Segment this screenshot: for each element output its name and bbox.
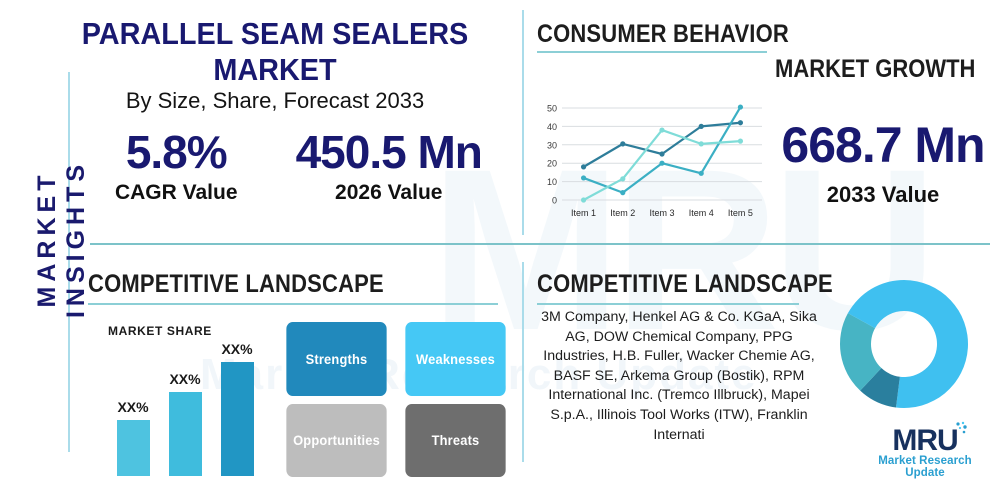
swot-box-weaknesses[interactable]: Weaknesses [405,322,506,396]
y-axis-tick-0: 0 [552,196,557,206]
data-point-s1-5 [737,120,744,126]
donut-chart-svg [840,280,968,408]
y-axis-tick-20: 20 [547,159,557,169]
kpi-2026: 450.5 Mn 2026 Value [283,125,496,205]
data-point-s2-3 [659,160,665,166]
data-point-s1-2 [620,141,626,147]
x-axis-tick-5: Item 5 [728,208,753,218]
data-point-s1-3 [659,151,665,157]
page-subtitle: By Size, Share, Forecast 2033 [125,88,425,113]
y-axis-tick-30: 30 [547,140,557,150]
section-underline-competitive-right [537,303,799,305]
section-underline-competitive-left [88,303,498,305]
divider-vertical-left [68,72,70,452]
y-axis-tick-50: 50 [547,104,557,114]
divider-vertical-center-lower [522,262,524,462]
swot-box-opportunities[interactable]: Opportunities [286,403,387,477]
market-share-bar-chart: XX% XX% XX% [100,336,270,476]
market-share-donut-chart [838,278,970,410]
data-point-s2-5 [737,104,744,110]
donut-segment-1 [895,280,968,408]
donut-segment-2 [860,368,900,408]
section-heading-competitive-right: COMPETITIVE LANDSCAPE [537,270,833,298]
divider-vertical-center [522,10,524,235]
section-heading-consumer-behavior: CONSUMER BEHAVIOR [537,20,789,48]
bar-group-2: XX% [160,371,210,476]
y-axis-tick-10: 10 [547,177,557,187]
kpi-cagr: 5.8% CAGR Value [70,125,283,205]
section-heading-competitive-left: COMPETITIVE LANDSCAPE [88,270,384,298]
brand-logo-subtitle: Market Research Update [878,455,972,479]
bar-label-1: XX% [117,399,149,415]
data-point-s2-2 [620,190,626,196]
donut-segment-3 [840,313,882,391]
data-point-s1-4 [698,123,704,129]
kpi-2026-label: 2026 Value [335,181,443,204]
data-point-s1-1 [580,164,587,170]
section-underline-consumer-behavior [537,51,767,53]
x-axis-tick-1: Item 1 [571,208,596,218]
data-point-s2-1 [580,175,587,181]
logo-bubbles-icon [956,421,967,434]
kpi-2026-value: 450.5 Mn [295,126,483,178]
kpi-cagr-value: 5.8% [125,126,228,178]
kpi-cagr-label: CAGR Value [114,181,238,204]
data-point-s3-1 [580,197,587,203]
bar-label-3: XX% [221,341,253,357]
swot-grid: Strengths Weaknesses Opportunities Threa… [282,322,510,477]
swot-box-threats[interactable]: Threats [405,403,506,477]
x-axis-tick-3: Item 3 [649,208,674,218]
bar-label-2: XX% [169,371,201,387]
brand-logo-mark: MRU [892,421,967,457]
data-point-s3-2 [620,176,626,182]
bar-group-3: XX% [212,341,262,476]
brand-logo-text: MRU [892,424,958,457]
kpi-stats-row: 5.8% CAGR Value 450.5 Mn 2026 Value [70,125,495,205]
market-growth-value: 668.7 Mn [781,117,985,173]
bar-group-1: XX% [108,399,158,476]
bar-rect-1 [116,420,150,476]
market-growth-label: 2033 Value [826,182,940,207]
donut-segment-4 [847,280,904,329]
line-chart-svg: 0 10 20 30 40 50 Item 1 Item 2 Item 3 Item 4 Item … [547,104,762,218]
swot-box-strengths[interactable]: Strengths [286,322,387,396]
data-point-s3-4 [698,141,704,147]
company-list-text: 3M Company, Henkel AG & Co. KGaA, Sika A… [541,309,817,443]
section-heading-market-growth: MARKET GROWTH [775,55,976,83]
x-axis-tick-2: Item 2 [610,208,635,218]
x-axis-tick-4: Item 4 [689,208,714,218]
data-point-s3-5 [737,138,744,144]
data-point-s3-3 [659,127,665,133]
divider-horizontal-main [90,243,990,245]
data-point-s2-4 [698,170,704,176]
bar-rect-3 [220,362,254,476]
line-series-2 [582,105,742,194]
bar-chart-title: MARKET SHARE [108,324,212,338]
bar-rect-2 [168,392,202,476]
y-axis-tick-40: 40 [547,122,557,132]
page-title: PARALLEL SEAM SEALERS MARKET [81,16,469,87]
brand-logo: MRU Market Research Update [860,421,990,479]
consumer-behavior-line-chart: 0 10 20 30 40 50 Item 1 Item 2 Item 3 Item 4 Item … [536,100,768,222]
